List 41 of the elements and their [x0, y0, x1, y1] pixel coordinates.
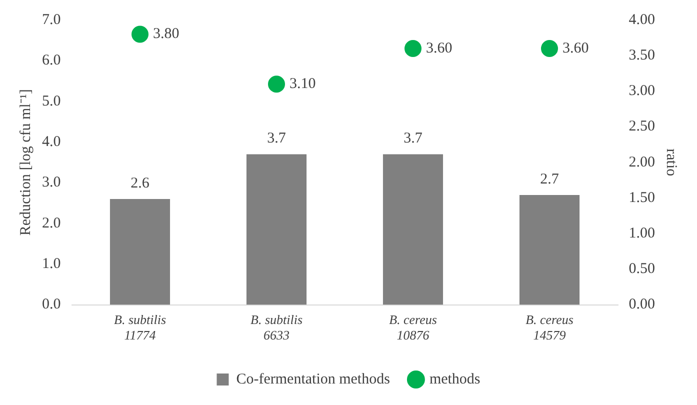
- y-axis-title: Reduction [log cfu ml⁻¹]: [18, 89, 34, 236]
- data-label: 3.10: [290, 76, 316, 92]
- data-label: 3.60: [562, 40, 589, 56]
- bar: [519, 194, 580, 305]
- y-tick-label: 3.0: [42, 174, 61, 191]
- legend-label: Co-fermentation methods: [236, 371, 390, 388]
- y2-tick-label: 1.50: [628, 190, 655, 206]
- x-tick-label: B. cereus 10876: [389, 312, 437, 343]
- x-tick-label: B. subtilis 6633: [250, 312, 303, 343]
- y-tick-label: 2.0: [42, 215, 61, 232]
- y2-tick-label: 3.00: [628, 83, 655, 100]
- y2-axis-title: ratio: [663, 148, 680, 176]
- y-tick-label: 1.0: [42, 256, 61, 272]
- point: [404, 40, 422, 57]
- data-label: 2.6: [130, 175, 150, 192]
- y-tick-label: 5.0: [42, 93, 61, 110]
- x-tick-label: B. cereus 14579: [526, 312, 574, 343]
- y2-tick-label: 0.50: [628, 261, 655, 278]
- y-tick-label: 4.0: [42, 134, 61, 150]
- y-tick-label: 7.0: [42, 12, 61, 28]
- y2-tick-label: 2.00: [628, 154, 655, 170]
- data-label: 3.60: [426, 40, 452, 56]
- data-label: 3.7: [404, 130, 423, 147]
- y-tick-label: 6.0: [42, 52, 61, 69]
- point: [541, 40, 558, 57]
- data-label: 3.80: [153, 26, 180, 42]
- data-label: 2.7: [540, 171, 560, 188]
- data-label: 3.7: [267, 130, 286, 147]
- y2-tick-label: 0.00: [628, 296, 655, 313]
- point: [268, 76, 285, 93]
- point: [132, 26, 148, 43]
- legend-label: methods: [429, 371, 480, 388]
- y-tick-label: 0.0: [42, 296, 61, 313]
- y2-tick-label: 4.00: [628, 12, 655, 28]
- x-tick-label: B. subtilis 11774: [114, 312, 166, 343]
- y2-tick-label: 2.50: [628, 118, 655, 135]
- y2-tick-label: 1.00: [628, 226, 655, 242]
- bar: [246, 154, 307, 305]
- bar: [382, 154, 444, 305]
- y2-tick-label: 3.50: [628, 48, 655, 64]
- bar: [110, 199, 170, 305]
